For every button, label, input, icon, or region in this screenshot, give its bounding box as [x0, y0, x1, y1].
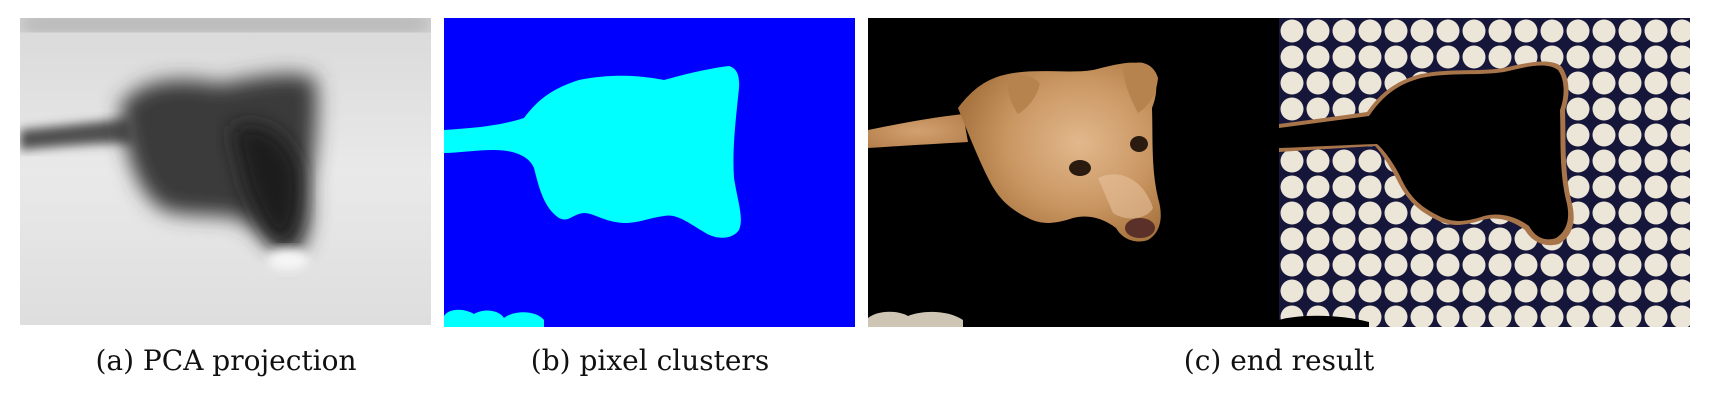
caption-pca-projection: (a) PCA projection	[95, 344, 357, 377]
caption-end-result: (c) end result	[1183, 344, 1375, 377]
pixel-clusters-image	[444, 18, 855, 327]
background-tiles-image	[1279, 18, 1690, 327]
caption-pixel-clusters: (b) pixel clusters	[530, 344, 770, 377]
foreground-dog-image	[868, 18, 1279, 327]
pca-projection-image	[20, 18, 431, 325]
